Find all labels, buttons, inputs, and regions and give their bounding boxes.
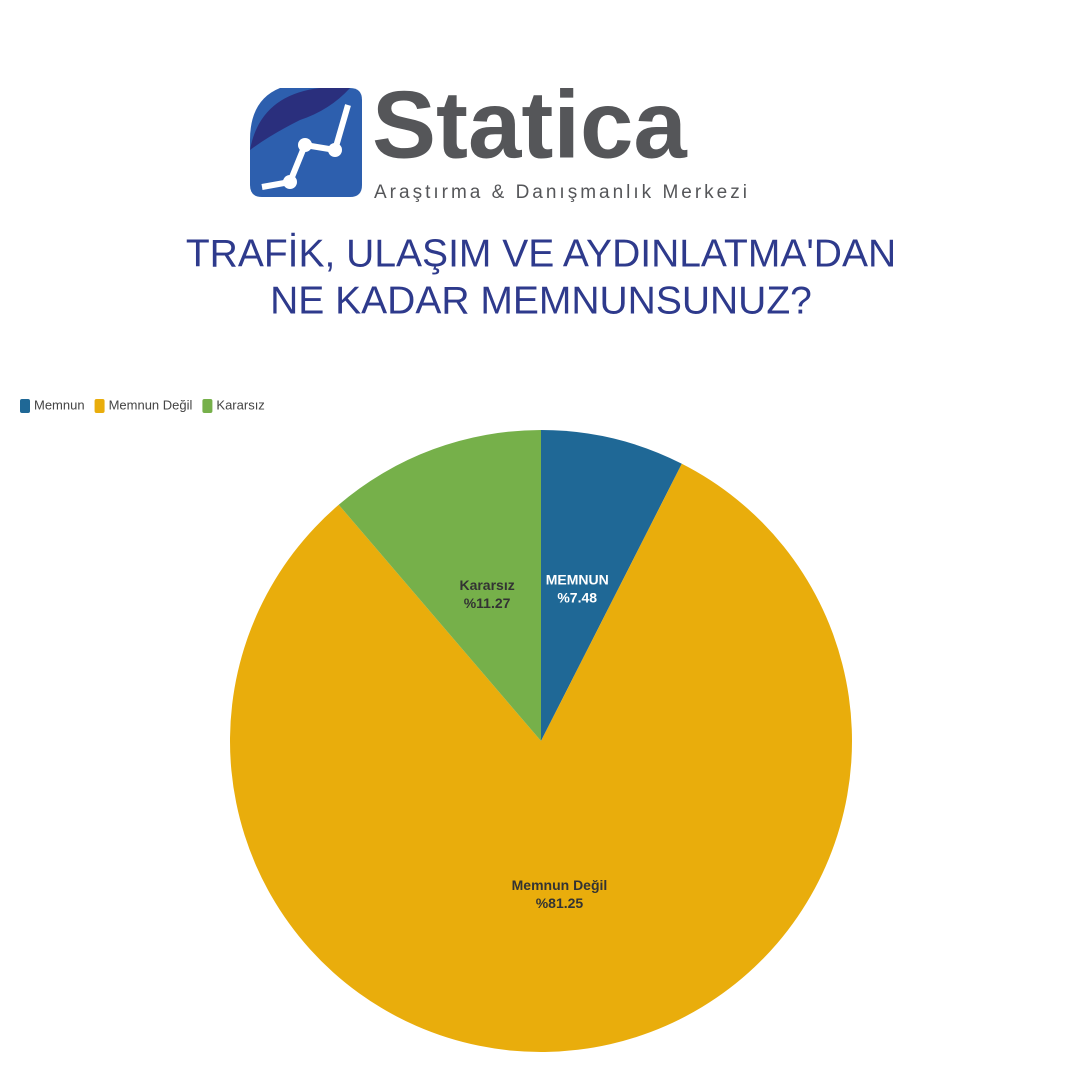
value-label: %7.48: [557, 589, 597, 605]
legend-label: Memnun: [34, 397, 85, 412]
value-label: %11.27: [464, 595, 511, 611]
logo-name: Statica: [372, 71, 687, 178]
logo-tagline: Araştırma & Danışmanlık Merkezi: [374, 182, 750, 203]
logo-icon: [250, 88, 362, 197]
pie-slice: [338, 430, 541, 741]
chart-title: NE KADAR MEMNUNSUNUZ?: [270, 279, 812, 322]
slice-label: MEMNUN: [546, 571, 609, 587]
legend-swatch: [94, 399, 105, 413]
legend-label: Kararsız: [216, 397, 264, 412]
slice-label: Kararsız: [459, 577, 514, 593]
pie-slice: [541, 430, 682, 741]
pie-slice: [230, 463, 853, 1053]
legend-swatch: [20, 399, 30, 413]
legend-label: Memnun Değil: [109, 397, 193, 412]
legend-swatch: [202, 399, 213, 413]
chart-title: TRAFİK, ULAŞIM VE AYDINLATMA'DAN: [186, 232, 896, 275]
slice-label: Memnun Değil: [512, 877, 608, 893]
value-label: %81.25: [536, 895, 584, 911]
